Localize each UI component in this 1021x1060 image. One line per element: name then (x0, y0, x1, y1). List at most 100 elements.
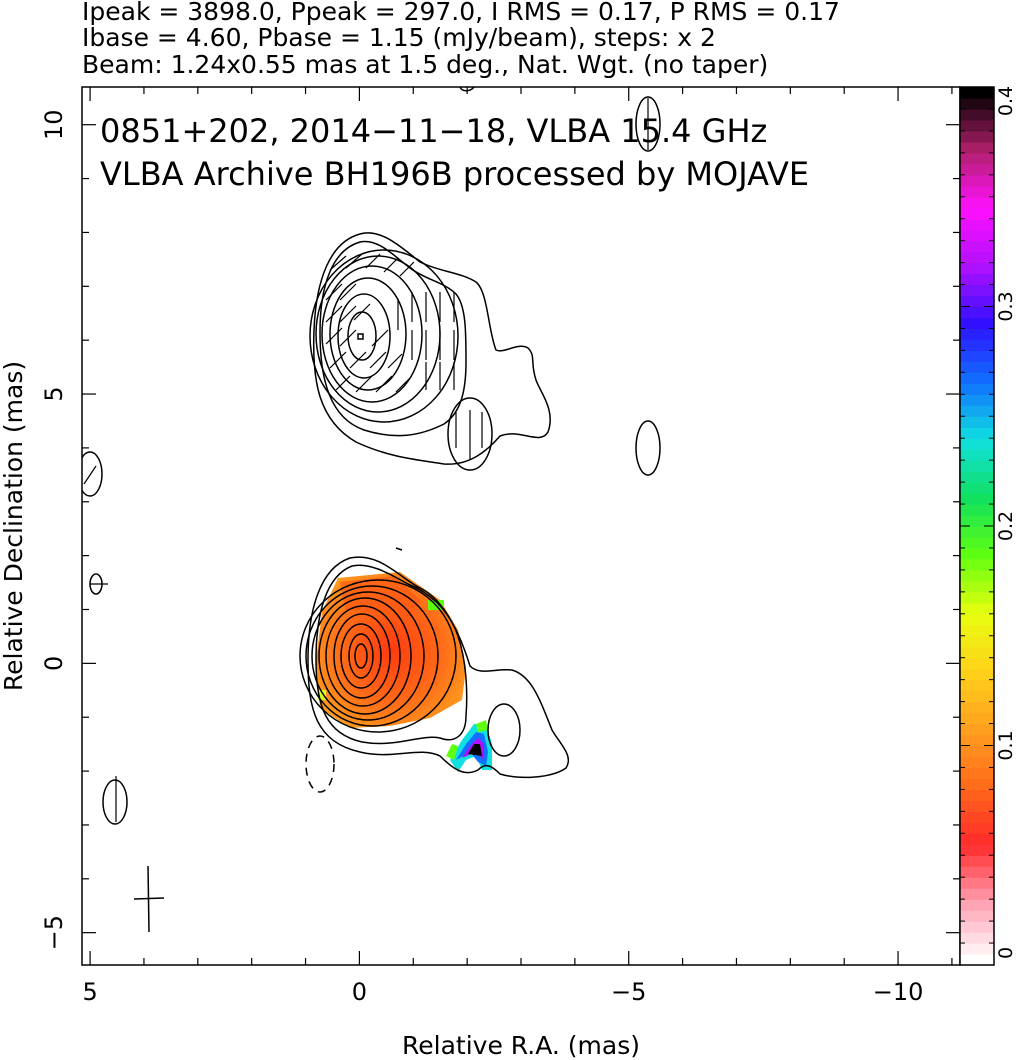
colorbar-step (960, 635, 994, 648)
north-contour-5 (321, 265, 423, 403)
evpa-vectors (83, 98, 649, 822)
colorbar-step (960, 558, 994, 571)
colorbar-step (960, 866, 994, 878)
colorbar-step (960, 811, 994, 823)
header-line-3: Beam: 1.24x0.55 mas at 1.5 deg., Nat. Wg… (82, 50, 768, 79)
colorbar-step (960, 657, 994, 670)
colorbar-tick-label: 0.2 (995, 511, 1017, 541)
colorbar-step (960, 493, 994, 505)
north-peak-marker (357, 333, 364, 340)
colorbar-step (960, 383, 994, 395)
annotation-processing-line: VLBA Archive BH196B processed by MOJAVE (100, 155, 809, 193)
colorbar-tick-label: 0 (995, 947, 1017, 959)
colorbar-step (960, 932, 994, 944)
noise-contour-top (459, 87, 475, 92)
colorbar-step (960, 712, 994, 725)
north-knot-contour (447, 397, 493, 471)
contour-layer (82, 87, 661, 825)
colorbar-step (960, 394, 994, 406)
colorbar-step (960, 580, 994, 593)
colorbar-step (960, 229, 994, 242)
core-small-tick (395, 547, 403, 551)
colorbar-step (960, 471, 994, 483)
polarized-knot (446, 720, 492, 772)
noise-contour-west-2 (635, 96, 661, 152)
core-contour-4 (305, 585, 439, 727)
noise-contour-east-3 (102, 779, 128, 825)
noise-contour-east-1 (82, 451, 103, 497)
colorbar-step (960, 416, 994, 428)
colorbar-step (960, 141, 994, 154)
colorbar-step (960, 888, 994, 900)
colorbar-step (960, 438, 994, 450)
core-contour-11 (354, 643, 368, 669)
colorbar-step (960, 218, 994, 231)
colorbar-step (960, 482, 994, 494)
colorbar-step (960, 460, 994, 472)
colorbar-step (960, 295, 994, 308)
colorbar-step (960, 734, 994, 747)
colorbar-step (960, 591, 994, 604)
colorbar-step (960, 910, 994, 922)
colorbar-step (960, 646, 994, 659)
y-tick-label: 0 (40, 656, 68, 671)
beam-marker (133, 865, 165, 933)
colorbar-step (960, 185, 994, 198)
colorbar-step (960, 954, 994, 966)
colorbar-step (960, 163, 994, 176)
colorbar-step (960, 723, 994, 736)
y-tick-label: −5 (40, 915, 68, 950)
colorbar-step (960, 756, 994, 769)
colorbar-step (960, 284, 994, 297)
core-contour-10 (348, 633, 374, 679)
colorbar-step (960, 119, 994, 132)
core-contour-8 (333, 613, 391, 699)
colorbar-step (960, 789, 994, 801)
colorbar-step (960, 526, 994, 538)
north-contour-3 (309, 249, 459, 423)
colorbar-step (960, 624, 994, 637)
colorbar-step (960, 251, 994, 264)
colorbar-step (960, 515, 994, 527)
core-contour-6 (318, 597, 412, 715)
core-negative-contour (305, 735, 335, 793)
colorbar-step (960, 339, 994, 351)
colorbar-step (960, 361, 994, 373)
colorbar-step (960, 152, 994, 165)
core-contour-2 (315, 564, 468, 745)
colorbar-step (960, 240, 994, 253)
colorbar-step (960, 602, 994, 615)
core-contour-1 (307, 556, 570, 779)
colorbar-step (960, 372, 994, 384)
x-tick-label: −10 (873, 978, 924, 1006)
colorbar-step (960, 569, 994, 582)
polarized-emission-green-spot-2 (318, 690, 326, 700)
colorbar-step (960, 822, 994, 834)
colorbar-step (960, 196, 994, 209)
annotation-source-line: 0851+202, 2014−11−18, VLBA 15.4 GHz (100, 112, 767, 150)
north-contour-2 (319, 240, 467, 437)
core-contour-3 (299, 579, 457, 733)
y-axis-title: Relative Declination (mas) (0, 361, 28, 691)
north-contour-8 (347, 311, 377, 361)
plot-frame (81, 86, 961, 966)
colorbar-step (960, 855, 994, 867)
north-contour-7 (337, 293, 391, 379)
colorbar-step (960, 350, 994, 362)
colorbar-step (960, 921, 994, 933)
colorbar-step (960, 130, 994, 143)
colorbar-step (960, 877, 994, 889)
y-tick-label: 5 (40, 386, 68, 401)
colorbar-step (960, 317, 994, 330)
colorbar-step (960, 668, 994, 681)
colorbar-step (960, 899, 994, 911)
colorbar-step (960, 207, 994, 220)
colorbar-step (960, 800, 994, 812)
colorbar-step (960, 547, 994, 560)
colorbar-tick-label: 0.4 (995, 86, 1017, 116)
core-contour-9 (340, 623, 382, 689)
colorbar-step (960, 273, 994, 286)
colorbar-step (960, 427, 994, 439)
core-contour-7 (325, 605, 401, 707)
